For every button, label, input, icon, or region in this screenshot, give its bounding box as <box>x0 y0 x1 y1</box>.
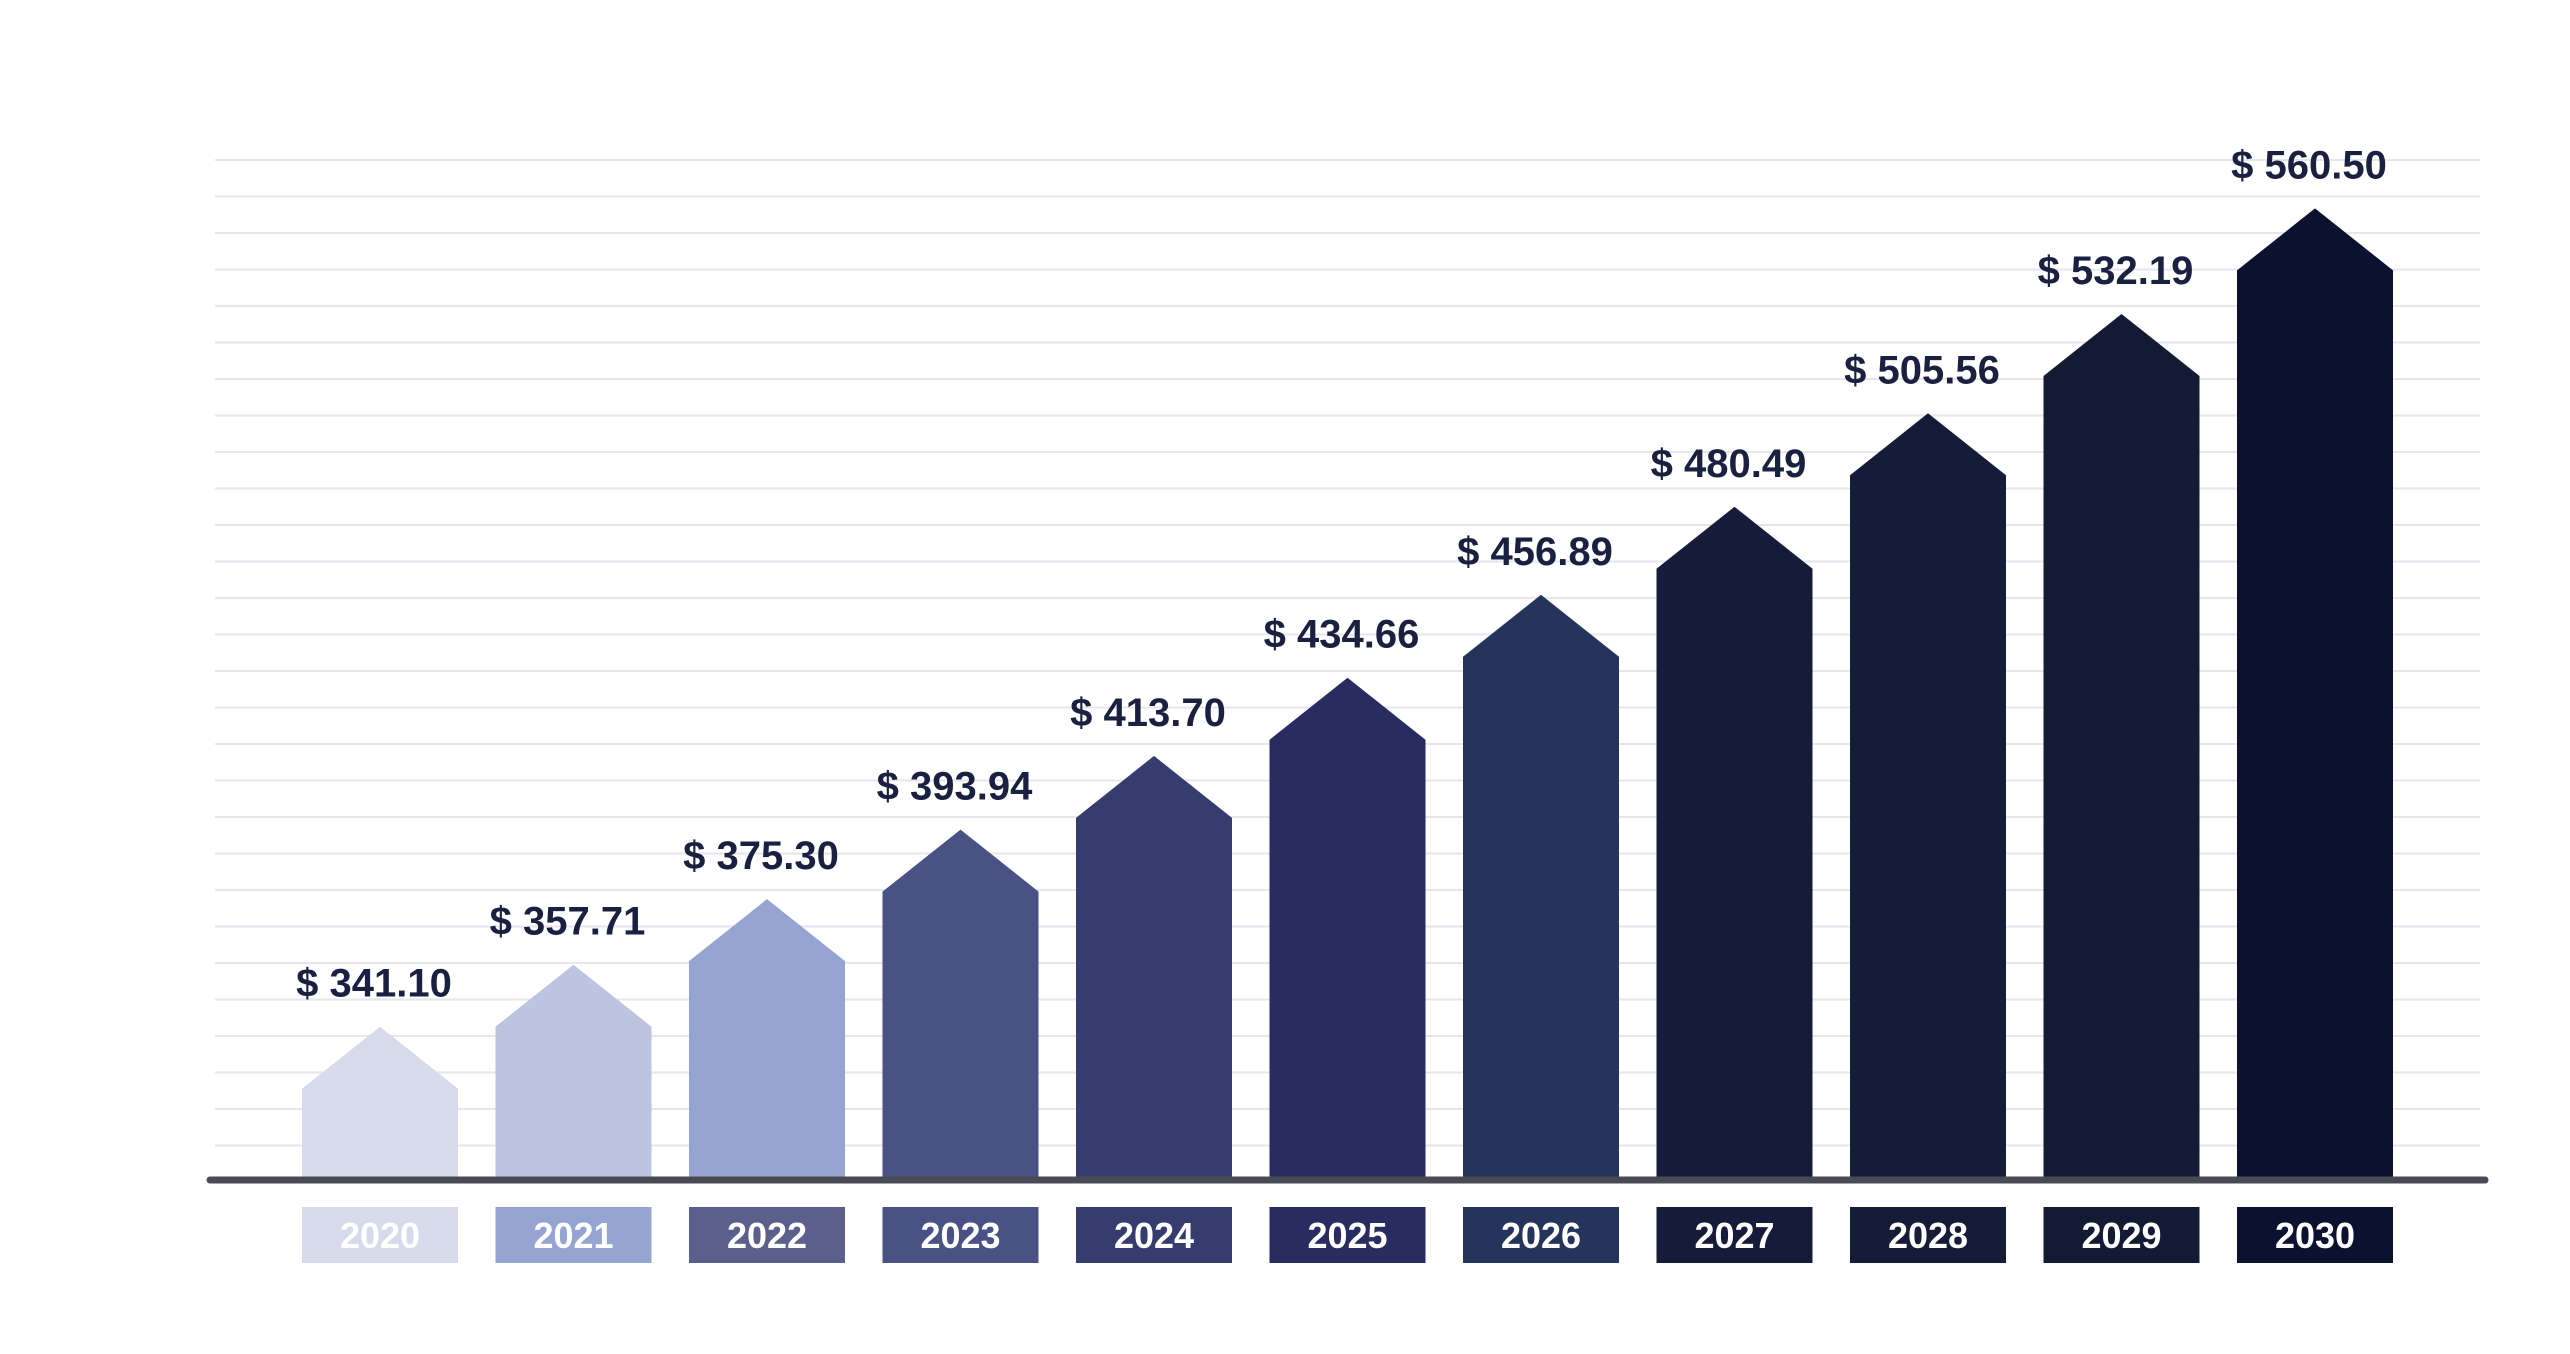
year-box-2026 <box>1463 1207 1619 1263</box>
bar-2029 <box>2043 313 2200 1180</box>
year-box-2029 <box>2043 1207 2200 1263</box>
year-box-2030 <box>2237 1207 2393 1263</box>
year-label-2030: 2030 <box>2275 1215 2355 1256</box>
year-label-2027: 2027 <box>1694 1215 1774 1256</box>
year-label-2024: 2024 <box>1114 1215 1194 1256</box>
year-labels: 2020 2021 2022 2023 2024 2025 2026 2027 2028 2029… <box>302 1207 2393 1263</box>
year-box-2022 <box>689 1207 845 1263</box>
year-label-2020: 2020 <box>340 1215 420 1256</box>
bar-2027 <box>1656 506 1813 1180</box>
value-label-2021: $ 357.71 <box>490 900 646 944</box>
value-label-2027: $ 480.49 <box>1651 442 1807 486</box>
bar-2021 <box>495 964 652 1180</box>
year-box-2020 <box>302 1207 458 1263</box>
bar-2026 <box>1463 594 1619 1180</box>
bar-2028 <box>1850 413 2006 1180</box>
bar-2020 <box>302 1026 458 1180</box>
value-label-2020: $ 341.10 <box>296 962 452 1006</box>
value-label-2024: $ 413.70 <box>1070 691 1226 735</box>
value-label-2029: $ 532.19 <box>2038 249 2194 293</box>
year-box-2025 <box>1269 1207 1426 1263</box>
year-label-2029: 2029 <box>2081 1215 2161 1256</box>
bar-2024 <box>1076 755 1232 1180</box>
year-box-2021 <box>495 1207 652 1263</box>
year-box-2024 <box>1076 1207 1232 1263</box>
year-label-2021: 2021 <box>533 1215 613 1256</box>
year-box-2027 <box>1656 1207 1813 1263</box>
bars <box>302 208 2393 1181</box>
year-box-2023 <box>882 1207 1039 1263</box>
value-label-2023: $ 393.94 <box>877 765 1033 809</box>
bar-2030 <box>2237 208 2393 1181</box>
value-label-2025: $ 434.66 <box>1264 613 1420 657</box>
year-label-2022: 2022 <box>727 1215 807 1256</box>
bar-2025 <box>1269 677 1426 1180</box>
year-box-2028 <box>1850 1207 2006 1263</box>
bar-2023 <box>882 829 1039 1180</box>
year-label-2023: 2023 <box>920 1215 1000 1256</box>
value-label-2030: $ 560.50 <box>2231 143 2387 187</box>
value-label-2026: $ 456.89 <box>1457 530 1613 574</box>
year-label-2028: 2028 <box>1888 1215 1968 1256</box>
value-label-2028: $ 505.56 <box>1844 348 2000 392</box>
bar-2022 <box>689 899 845 1180</box>
value-label-2022: $ 375.30 <box>683 834 839 878</box>
year-label-2026: 2026 <box>1501 1215 1581 1256</box>
value-labels: $ 341.10 $ 357.71 $ 375.30 $ 393.94 $ 413.70… <box>296 143 2387 1005</box>
year-label-2025: 2025 <box>1307 1215 1387 1256</box>
